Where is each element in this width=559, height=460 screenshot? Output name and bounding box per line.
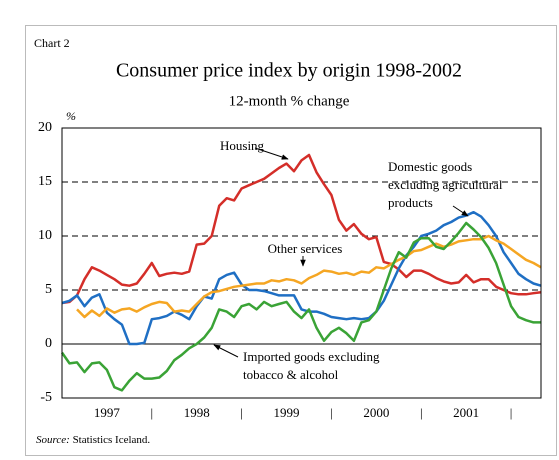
- arrow: [452, 205, 469, 217]
- chart-title: Consumer price index by origin 1998-2002: [116, 60, 462, 82]
- annotation: tobacco & alcohol: [243, 367, 339, 382]
- source: Source: Statistics Iceland.: [36, 434, 150, 446]
- y-tick-label: 20: [38, 120, 52, 135]
- annotation: excluding agricultural: [388, 177, 503, 192]
- x-tick-label: 1997: [94, 405, 121, 420]
- grid: [62, 181, 541, 345]
- y-tick-label: 10: [38, 228, 52, 243]
- source-label: Source:: [36, 434, 70, 446]
- lines: [60, 153, 542, 392]
- series-line: [61, 153, 542, 305]
- chart-subtitle: 12-month % change: [229, 93, 350, 109]
- source-text: Statistics Iceland.: [73, 434, 151, 446]
- annotation: Housing: [220, 138, 265, 153]
- y-tick-label: 15: [38, 174, 52, 189]
- chart-label: Chart 2: [34, 36, 70, 50]
- annotation: Imported goods excluding: [243, 349, 380, 364]
- series-line: [61, 210, 542, 346]
- x-tick-label: 1999: [274, 405, 300, 420]
- y-tick-label: 5: [45, 282, 52, 297]
- x-tick-label: |: [510, 405, 513, 420]
- x-tick-label: 2001: [453, 405, 479, 420]
- arrow: [254, 147, 289, 160]
- frame: [25, 25, 557, 456]
- x-tick-label: 1998: [184, 405, 210, 420]
- arrow: [213, 344, 239, 358]
- annotation: products: [388, 195, 433, 210]
- x-tick-label: 2000: [363, 405, 389, 420]
- y-tick-label: -5: [40, 390, 52, 405]
- x-tick-label: |: [330, 405, 333, 420]
- plot-border: [61, 127, 542, 399]
- annotation: Domestic goods: [388, 159, 472, 174]
- y-unit: %: [66, 109, 76, 123]
- annotations: Housing Domestic goods excluding agricultu…: [220, 138, 503, 382]
- annotation: Other services: [268, 241, 343, 256]
- series-line: [60, 221, 541, 392]
- series-line: [76, 234, 542, 319]
- x-tick-label: |: [420, 405, 423, 420]
- y-tick-label: 0: [45, 336, 52, 351]
- arrows: [213, 147, 469, 358]
- x-tick-label: |: [151, 405, 154, 420]
- x-tick-label: |: [240, 405, 243, 420]
